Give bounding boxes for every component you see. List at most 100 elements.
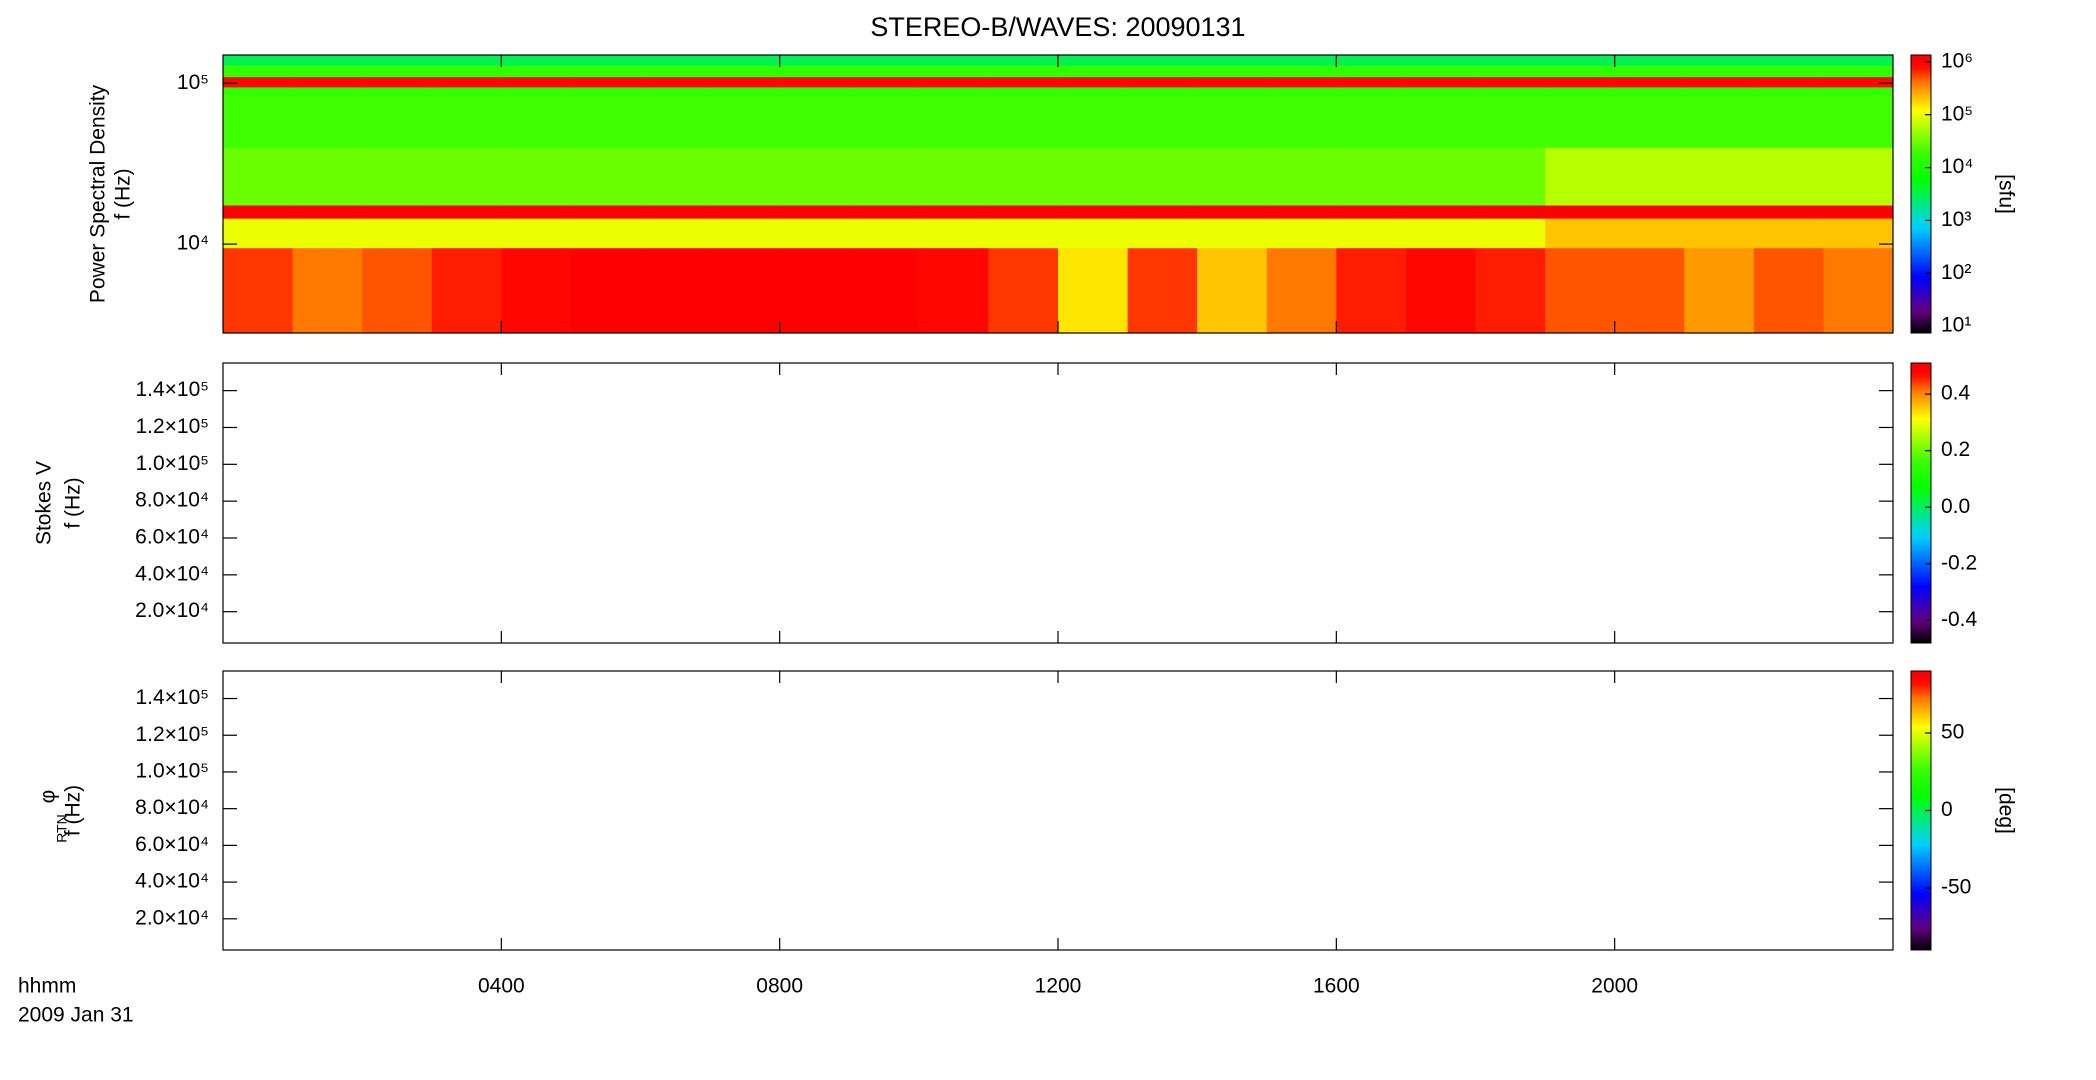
heatmap-cell	[1127, 247, 1198, 334]
heatmap-cell	[1405, 205, 1476, 219]
heatmap-cell	[1614, 205, 1685, 219]
heatmap-cell	[292, 86, 363, 96]
heatmap-cell	[640, 64, 711, 78]
heatmap-cell	[1614, 247, 1685, 334]
heatmap-cell	[988, 64, 1059, 78]
heatmap-cell	[1336, 247, 1407, 334]
heatmap-cell	[1823, 64, 1894, 78]
heatmap-cell	[849, 218, 920, 249]
y-axis-label-subscript: RTN	[54, 814, 70, 843]
heatmap-cell	[501, 76, 572, 88]
heatmap-cell	[849, 247, 920, 334]
heatmap-cell	[918, 205, 989, 219]
heatmap-cell	[918, 218, 989, 249]
y-axis-label: f (Hz)	[62, 477, 85, 528]
heatmap-cell	[223, 147, 294, 206]
heatmap-cell	[362, 147, 433, 206]
colorbar-tick-label: 0	[1941, 798, 1953, 821]
heatmap-cell	[1336, 205, 1407, 219]
heatmap-cell	[362, 76, 433, 88]
heatmap-cell	[779, 147, 850, 206]
heatmap-cell	[779, 64, 850, 78]
y-tick-label: 8.0×10⁴	[135, 796, 209, 819]
heatmap-cell	[501, 55, 572, 66]
heatmap-cell	[501, 218, 572, 249]
heatmap-cell	[501, 94, 572, 148]
heatmap-cell	[223, 218, 294, 249]
colorbar-tick-label: 10¹	[1941, 314, 1971, 337]
y-tick-label: 6.0×10⁴	[135, 526, 209, 549]
heatmap-cell	[988, 218, 1059, 249]
heatmap-cell	[1336, 86, 1407, 96]
heatmap-cell	[1058, 94, 1129, 148]
colorbar-label: [deg]	[1994, 787, 2017, 834]
heatmap-cell	[570, 76, 641, 88]
y-tick-label: 1.2×10⁵	[135, 723, 209, 746]
heatmap-cell	[223, 205, 294, 219]
heatmap-cell	[849, 94, 920, 148]
colorbar-tick-label: 10⁵	[1941, 102, 1973, 125]
heatmap-cell	[640, 205, 711, 219]
heatmap-cell	[988, 86, 1059, 96]
y-tick-label: 6.0×10⁴	[135, 833, 209, 856]
heatmap-cell	[1405, 64, 1476, 78]
heatmap-cell	[640, 55, 711, 66]
colorbar-tick-label: 0.2	[1941, 438, 1970, 461]
heatmap-cell	[1684, 247, 1755, 334]
heatmap-cell	[640, 76, 711, 88]
heatmap-cell	[1058, 64, 1129, 78]
heatmap-cell	[1197, 76, 1268, 88]
heatmap-cell	[362, 205, 433, 219]
heatmap-cell	[640, 147, 711, 206]
heatmap-cell	[918, 55, 989, 66]
heatmap-cell	[431, 64, 502, 78]
heatmap-cell	[1545, 147, 1616, 206]
heatmap-cell	[640, 247, 711, 334]
heatmap-cell	[1405, 86, 1476, 96]
heatmap-cell	[710, 64, 781, 78]
heatmap-cell	[849, 76, 920, 88]
heatmap-cell	[223, 94, 294, 148]
colorbar-tick-label: 0.0	[1941, 495, 1970, 518]
y-axis-label: φ	[37, 790, 60, 804]
heatmap-cell	[918, 247, 989, 334]
heatmap-cell	[1405, 94, 1476, 148]
heatmap-cell	[431, 147, 502, 206]
colorbar	[1910, 362, 1932, 644]
heatmap-cell	[1266, 76, 1337, 88]
heatmap-cell	[1614, 86, 1685, 96]
heatmap-cell	[779, 55, 850, 66]
heatmap-cell	[1684, 86, 1755, 96]
heatmap-cell	[1475, 86, 1546, 96]
heatmap-cell	[1266, 147, 1337, 206]
heatmap-cell	[1753, 205, 1824, 219]
heatmap-cell	[710, 218, 781, 249]
heatmap-cell	[1753, 147, 1824, 206]
heatmap-cell	[292, 205, 363, 219]
heatmap-cell	[292, 64, 363, 78]
heatmap-cell	[1058, 147, 1129, 206]
heatmap-cell	[710, 247, 781, 334]
x-tick-label: 1200	[1035, 975, 1082, 998]
heatmap-cell	[779, 86, 850, 96]
heatmap-cell	[1614, 55, 1685, 66]
date-label: 2009 Jan 31	[18, 1004, 134, 1027]
heatmap-cell	[1127, 205, 1198, 219]
colorbar-tick-label: -0.4	[1941, 608, 1978, 631]
heatmap-cell	[710, 205, 781, 219]
heatmap-cell	[1823, 76, 1894, 88]
heatmap-cell	[1266, 247, 1337, 334]
colorbar-label: [sfu]	[1994, 174, 2017, 214]
heatmap-cell	[1684, 205, 1755, 219]
heatmap-cell	[431, 205, 502, 219]
heatmap-cell	[501, 64, 572, 78]
heatmap-cell	[1753, 55, 1824, 66]
colorbar-tick-label: 50	[1941, 721, 1964, 744]
heatmap-cell	[362, 55, 433, 66]
y-tick-label: 1.0×10⁵	[135, 760, 209, 783]
heatmap-cell	[849, 147, 920, 206]
heatmap-cell	[1753, 218, 1824, 249]
heatmap-cell	[570, 86, 641, 96]
heatmap-cell	[1753, 64, 1824, 78]
y-tick-label: 10⁵	[177, 71, 209, 94]
